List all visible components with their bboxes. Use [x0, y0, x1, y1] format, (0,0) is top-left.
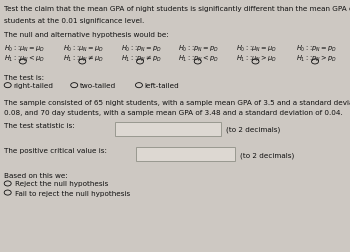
Text: The sample consisted of 65 night students, with a sample mean GPA of 3.5 and a s: The sample consisted of 65 night student… — [4, 99, 350, 105]
Text: $H_0:\!:\!\mu_N = \mu_D$: $H_0:\!:\!\mu_N = \mu_D$ — [4, 43, 45, 53]
Text: $H_0:\!:\!p_N = p_D$: $H_0:\!:\!p_N = p_D$ — [178, 43, 220, 53]
Text: The test is:: The test is: — [4, 74, 44, 80]
Text: Based on this we:: Based on this we: — [4, 172, 67, 178]
Text: Test the claim that the mean GPA of night students is significantly different th: Test the claim that the mean GPA of nigh… — [4, 6, 350, 12]
Text: right-tailed: right-tailed — [13, 83, 53, 89]
Text: $H_0:\!:\!\mu_N = \mu_D$: $H_0:\!:\!\mu_N = \mu_D$ — [236, 43, 278, 53]
FancyBboxPatch shape — [115, 123, 221, 137]
Text: $H_1:\!:\!\mu_N < \mu_D$: $H_1:\!:\!\mu_N < \mu_D$ — [4, 53, 45, 63]
Text: The null and alternative hypothesis would be:: The null and alternative hypothesis woul… — [4, 32, 168, 38]
Text: two-tailed: two-tailed — [80, 83, 116, 89]
Text: $H_1:\!:\!\mu_N \neq \mu_D$: $H_1:\!:\!\mu_N \neq \mu_D$ — [63, 53, 104, 63]
Text: Reject the null hypothesis: Reject the null hypothesis — [15, 181, 108, 187]
Text: $H_1:\!:\!p_N < p_D$: $H_1:\!:\!p_N < p_D$ — [178, 53, 220, 63]
Text: The positive critical value is:: The positive critical value is: — [4, 147, 106, 153]
Text: (to 2 decimals): (to 2 decimals) — [226, 127, 280, 133]
Text: $H_0:\!:\!p_N = p_D$: $H_0:\!:\!p_N = p_D$ — [296, 43, 337, 53]
Text: (to 2 decimals): (to 2 decimals) — [240, 151, 294, 158]
Text: $H_1:\!:\!\mu_N > \mu_D$: $H_1:\!:\!\mu_N > \mu_D$ — [236, 53, 278, 63]
Text: $H_0:\!:\!p_N = p_D$: $H_0:\!:\!p_N = p_D$ — [121, 43, 162, 53]
Text: Fail to reject the null hypothesis: Fail to reject the null hypothesis — [15, 190, 130, 196]
Text: 0.08, and 70 day students, with a sample mean GPA of 3.48 and a standard deviati: 0.08, and 70 day students, with a sample… — [4, 109, 342, 115]
Text: left-tailed: left-tailed — [145, 83, 179, 89]
FancyBboxPatch shape — [136, 148, 235, 162]
Text: $H_1:\!:\!p_N > p_D$: $H_1:\!:\!p_N > p_D$ — [296, 53, 337, 63]
Text: $H_0:\!:\!\mu_N = \mu_D$: $H_0:\!:\!\mu_N = \mu_D$ — [63, 43, 104, 53]
Text: $H_1:\!:\!p_N \neq p_D$: $H_1:\!:\!p_N \neq p_D$ — [121, 53, 162, 63]
Text: The test statistic is:: The test statistic is: — [4, 122, 74, 128]
Text: students at the 0.01 significance level.: students at the 0.01 significance level. — [4, 18, 144, 24]
